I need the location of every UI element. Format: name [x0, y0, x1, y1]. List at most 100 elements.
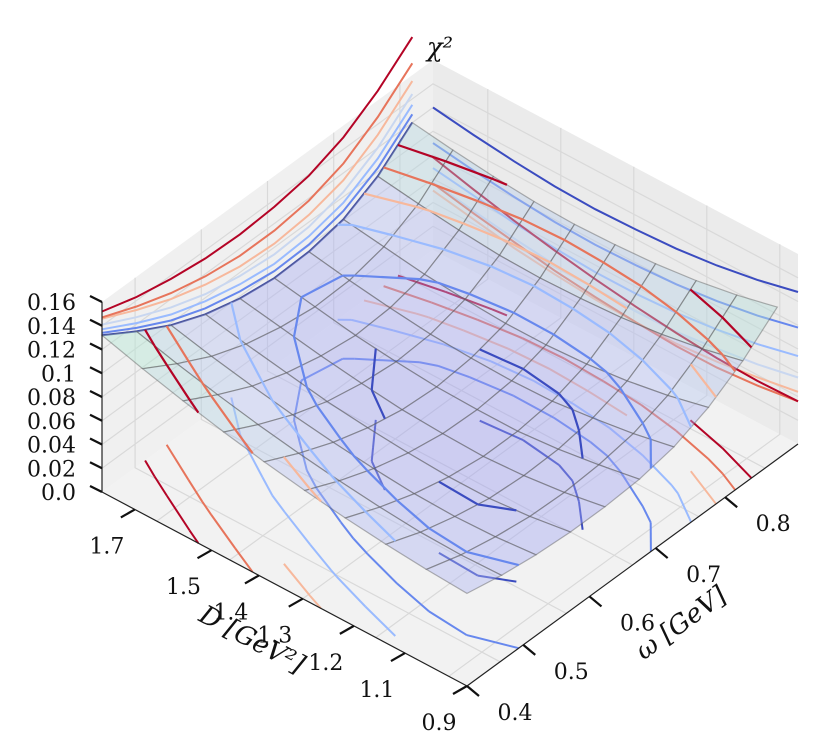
surface-cell [262, 452, 341, 492]
surface-cell [204, 297, 282, 345]
omega-tick-label: 0.6 [620, 611, 655, 636]
back-wall-profile [101, 93, 414, 326]
surface-contour-segment [603, 261, 642, 288]
grid-line [134, 277, 501, 663]
surface-cell [141, 363, 220, 402]
surface-cell [169, 313, 248, 357]
grid-line [266, 181, 633, 566]
floor-contour-segment [572, 402, 611, 429]
floor-contour-segment [271, 494, 286, 513]
surface-cell [435, 357, 513, 411]
surface-cell [256, 414, 335, 454]
surface-cell [238, 277, 317, 328]
surface-contour-segment [608, 332, 644, 362]
right-wall-profile [432, 142, 799, 329]
surface-cell [354, 307, 432, 363]
surface-cell [597, 432, 676, 480]
surface-cell [376, 121, 454, 205]
surface-cell [372, 452, 451, 495]
floor-contour-segment [383, 285, 432, 304]
chi2-tick-mark [89, 318, 103, 327]
surface-contour-segment [588, 284, 628, 310]
floor-contour-segment [153, 475, 168, 497]
surface-contour-segment [558, 393, 574, 411]
floor-contour-segment [428, 316, 464, 332]
surface-contour-segment [572, 307, 611, 334]
floor-contour-segment [479, 419, 524, 442]
surface-contour-segment [491, 177, 508, 186]
floor-contour-segment [462, 329, 509, 350]
d-axis-line [101, 491, 468, 687]
surface-contour-segment [351, 223, 394, 237]
floor-contour-segment [606, 455, 622, 473]
surface-cell [464, 254, 541, 325]
grid-line [200, 229, 567, 614]
surface-contour-segment [415, 205, 429, 212]
surface-contour-segment [392, 234, 445, 251]
floor-contour-segment [166, 495, 191, 531]
surface-contour-segment [234, 428, 254, 454]
axes: 0.40.50.60.70.80.91.11.21.31.41.51.70.00… [27, 33, 799, 736]
omega-tick-mark [466, 685, 480, 697]
floor-contour-segment [675, 429, 709, 460]
floor-contour-segment [533, 380, 574, 405]
chi2-tick-mark [89, 366, 103, 375]
floor-contour-segment [609, 427, 644, 456]
surface-cell [488, 474, 566, 518]
surface-contour-segment [707, 339, 724, 356]
chi2-tick-label: 0.14 [27, 315, 76, 340]
surface-contour-segment [589, 358, 608, 374]
floor-contour-segment [415, 312, 429, 319]
floor-contour-segment [507, 347, 551, 371]
chi2-tick-label: 0.02 [27, 457, 76, 482]
right-wall-profile [432, 182, 799, 403]
d-tick-mark [244, 574, 260, 585]
surface-cell [285, 355, 363, 403]
d-tick-mark [390, 652, 406, 662]
grid-line [101, 130, 799, 374]
floor-contour-segment [477, 318, 523, 340]
surface-contour-segment [370, 376, 375, 391]
surface-cell [447, 455, 526, 500]
surface-cell [389, 273, 466, 335]
omega-tick-mark [588, 595, 603, 608]
surface-contour-segment [721, 316, 753, 349]
surface-cell [419, 515, 497, 556]
floor-contour-segment [641, 454, 673, 486]
surface-contour-segment [296, 297, 303, 318]
d-tick-label: 1.1 [359, 678, 394, 703]
surface-cell [250, 372, 329, 416]
surface-cell [476, 380, 554, 432]
surface-cell [591, 380, 669, 435]
surface-cell [579, 243, 657, 319]
surface-contour-segment [533, 285, 574, 310]
omega-tick-mark [522, 644, 536, 656]
floor-contour-segment [293, 399, 299, 421]
floor-contour-segment [490, 360, 535, 382]
floor-contour-segment [305, 469, 318, 490]
floor-contour-segment [619, 470, 644, 507]
grid-line [399, 84, 766, 469]
wall-projection-lines [101, 36, 799, 403]
floor-contour-segment [241, 439, 264, 478]
surface-cell [504, 277, 582, 346]
surface-contour-segment [261, 381, 274, 401]
surface-cell [384, 531, 463, 571]
surface-contour-segment [571, 409, 581, 431]
surface-contour-segment [330, 474, 338, 483]
floor-contour-segment [283, 511, 311, 546]
floor-contour-segment [549, 368, 590, 393]
surface-contour-segment [430, 182, 479, 203]
floor-contour-segment [352, 537, 369, 555]
floor-contour-segment [445, 290, 493, 311]
floor-contour-segment [428, 610, 468, 636]
surface-cell [482, 430, 560, 477]
d-axis-label: D [GeV²] [193, 599, 310, 680]
surface-contour-segment [640, 285, 677, 313]
floor-contour-segment [363, 299, 417, 315]
chi2-tick-label: 0.16 [27, 291, 76, 316]
floor-contour-segment [438, 552, 479, 577]
d-tick-label: 1.7 [89, 534, 124, 559]
surface-cell [551, 363, 629, 419]
surface-contour-segment [419, 278, 439, 284]
